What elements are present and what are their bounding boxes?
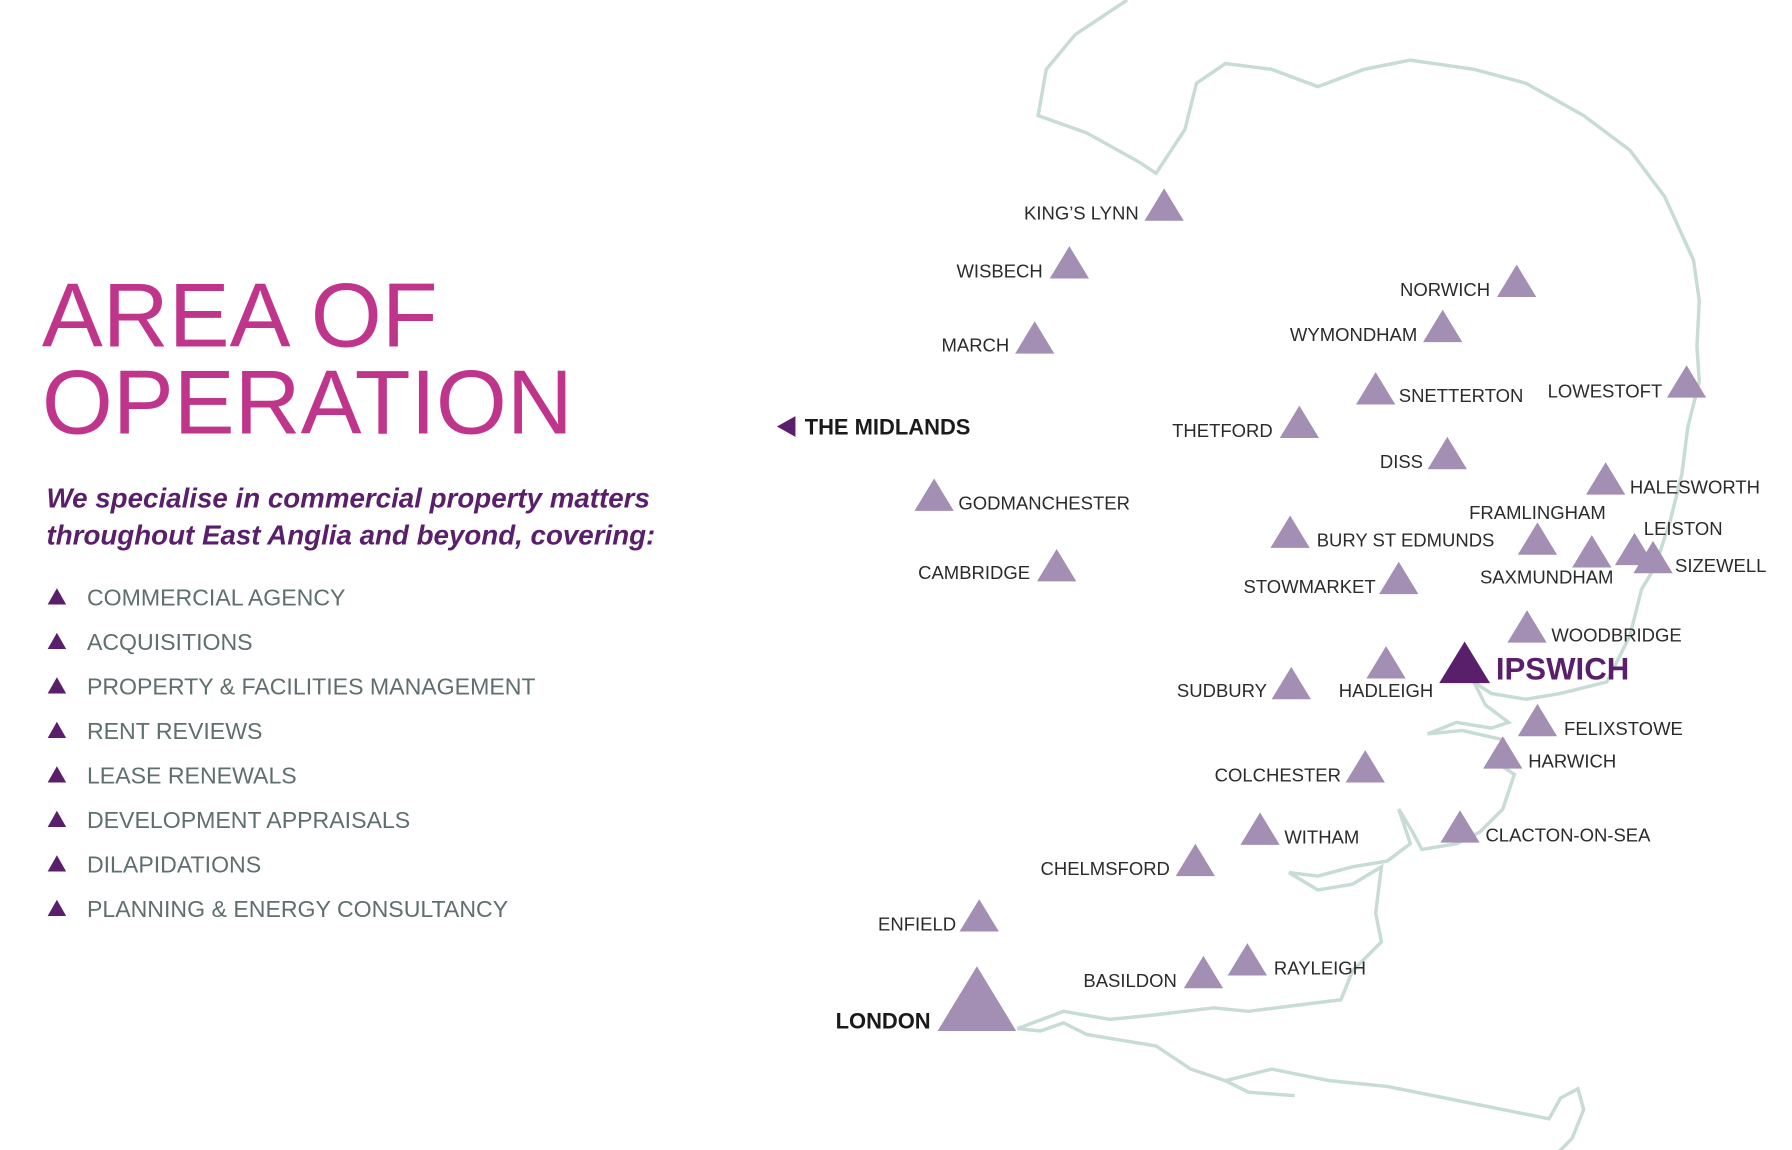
marker [1279, 405, 1320, 439]
place-label: WYMONDHAM [1290, 324, 1417, 345]
service-item: ACQUISITIONS [87, 629, 253, 655]
marker [1183, 955, 1224, 989]
place-label: CAMBRIDGE [918, 562, 1030, 583]
marker [1379, 561, 1419, 595]
marker [1049, 246, 1090, 279]
marker [1633, 540, 1673, 574]
marker [1586, 462, 1626, 495]
marker [1666, 365, 1707, 398]
place-label: HADLEIGH [1339, 680, 1434, 701]
title-line: AREA OF [42, 265, 438, 367]
marker [1271, 666, 1311, 700]
place-label: WISBECH [957, 260, 1043, 281]
place-label: CLACTON-ON-SEA [1485, 824, 1651, 845]
place-label: FRAMLINGHAM [1469, 502, 1606, 523]
marker [1427, 436, 1467, 470]
place-label: GODMANCHESTER [958, 493, 1130, 514]
place-label: STOWMARKET [1244, 576, 1376, 597]
place-label: KING’S LYNN [1024, 203, 1139, 224]
marker [47, 899, 67, 916]
marker [47, 632, 67, 649]
marker [1175, 843, 1215, 877]
place-label: SNETTERTON [1399, 385, 1524, 406]
marker [1507, 610, 1547, 643]
service-item: DILAPIDATIONS [87, 852, 261, 878]
place-label: COLCHESTER [1215, 764, 1341, 785]
services: COMMERCIAL AGENCY ACQUISITIONS PROPERTY & … [47, 585, 536, 922]
marker [914, 478, 954, 511]
place-label: MARCH [941, 334, 1009, 355]
marker [47, 677, 67, 694]
marker [1366, 646, 1406, 679]
service-item: PLANNING & ENERGY CONSULTANCY [87, 896, 508, 922]
place-label: NORWICH [1400, 279, 1490, 300]
direction-arrow [776, 416, 796, 437]
intro-line: We specialise in commercial property mat… [47, 482, 650, 513]
marker [1240, 812, 1280, 845]
place-label: FELIXSTOWE [1564, 718, 1683, 739]
marker [47, 588, 67, 605]
marker [1227, 943, 1268, 976]
service-item: RENT REVIEWS [87, 718, 263, 744]
marker [1572, 535, 1612, 568]
title-line: OPERATION [42, 351, 573, 453]
marker [1440, 810, 1480, 843]
marker [1356, 372, 1396, 405]
place-label: WITHAM [1284, 827, 1359, 848]
coastline [1016, 0, 1702, 1150]
place-label: BURY ST EDMUNDS [1317, 530, 1495, 551]
service-item: DEVELOPMENT APPRAISALS [87, 807, 410, 833]
intro-line: throughout East Anglia and beyond, cover… [47, 519, 656, 550]
marker [1015, 321, 1055, 354]
marker [1517, 522, 1558, 555]
map: KING’S LYNN WISBECH MARCH NORWICH WYMONDHAM S… [776, 188, 1766, 1034]
title: AREA OF OPERATION [42, 265, 573, 454]
intro: We specialise in commercial property mat… [47, 482, 656, 550]
place-label: CHELMSFORD [1041, 858, 1170, 879]
marker [1144, 188, 1184, 221]
place-label: SAXMUNDHAM [1480, 567, 1614, 588]
marker [1037, 548, 1077, 582]
hub-label: IPSWICH [1496, 652, 1629, 687]
place-label: BASILDON [1083, 970, 1176, 991]
marker [47, 810, 67, 827]
place-label: WOODBRIDGE [1551, 624, 1681, 645]
place-label: LOWESTOFT [1548, 381, 1663, 402]
marker [1483, 736, 1523, 769]
marker [1439, 641, 1491, 684]
service-item: PROPERTY & FACILITIES MANAGEMENT [87, 674, 536, 700]
direction-label: THE MIDLANDS [805, 415, 971, 440]
marker [1270, 515, 1310, 548]
place-label: HARWICH [1528, 750, 1616, 771]
place-label: ENFIELD [878, 913, 956, 934]
place-label: SUDBURY [1177, 680, 1267, 701]
place-label: HALESWORTH [1630, 477, 1760, 498]
marker [1497, 264, 1537, 298]
place-label: THETFORD [1172, 420, 1273, 441]
place-label: DISS [1380, 451, 1423, 472]
marker [959, 899, 999, 932]
place-label: LEISTON [1644, 518, 1723, 539]
service-item: COMMERCIAL AGENCY [87, 585, 346, 611]
coastline [1224, 1079, 1295, 1098]
marker [937, 966, 1017, 1031]
service-item: LEASE RENEWALS [87, 763, 297, 789]
capital-label: LONDON [836, 1009, 931, 1034]
marker [47, 721, 67, 738]
marker [47, 855, 67, 872]
marker [47, 766, 67, 783]
place-label: RAYLEIGH [1274, 957, 1366, 978]
marker [1517, 703, 1558, 737]
marker [1345, 750, 1385, 783]
place-label: SIZEWELL [1675, 555, 1766, 576]
marker [1423, 309, 1463, 343]
